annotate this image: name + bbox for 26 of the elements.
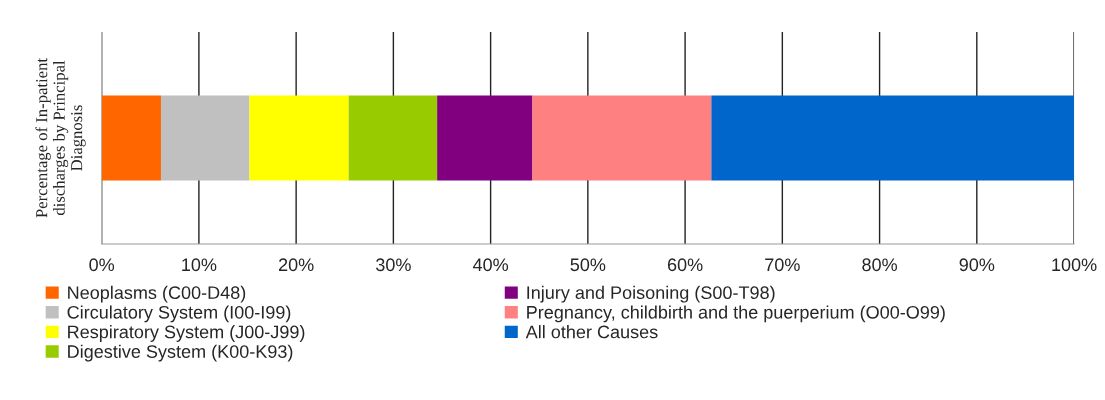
bar — [532, 95, 712, 181]
legend-label: Injury and Poisoning (S00-T98) — [527, 285, 775, 303]
x-tick-label: 70% — [765, 258, 800, 272]
bar — [101, 95, 161, 181]
legend-label: Digestive System (K00-K93) — [68, 344, 293, 362]
bar — [711, 95, 1075, 181]
legend-label: Pregnancy, childbirth and the puerperium (O00-O99) — [527, 305, 945, 323]
x-tick-label: 30% — [376, 258, 411, 272]
bar — [348, 95, 438, 181]
legend-label: All other Causes — [525, 325, 658, 339]
legend-label: Circulatory System (I00-I99) — [67, 305, 291, 323]
x-tick-label: 0% — [89, 258, 115, 272]
x-tick-label: 10% — [182, 258, 217, 272]
x-tick-label: 50% — [570, 258, 606, 272]
y-axis-title: Percentage of In-patient discharges by Principal Diagnosis — [35, 58, 86, 218]
bar — [249, 95, 349, 181]
legend-label: Respiratory System (J00-J99) — [68, 325, 305, 342]
x-tick-label: 90% — [959, 258, 995, 272]
x-tick-label: 60% — [667, 258, 703, 272]
x-tick-label: 40% — [472, 258, 509, 272]
x-tick-label: 100% — [1052, 258, 1097, 272]
legend-label: Neoplasms (C00-D48) — [68, 285, 246, 303]
bar — [160, 95, 250, 181]
x-tick-label: 80% — [862, 258, 898, 272]
x-tick-label: 20% — [278, 258, 314, 272]
bar — [437, 95, 533, 181]
